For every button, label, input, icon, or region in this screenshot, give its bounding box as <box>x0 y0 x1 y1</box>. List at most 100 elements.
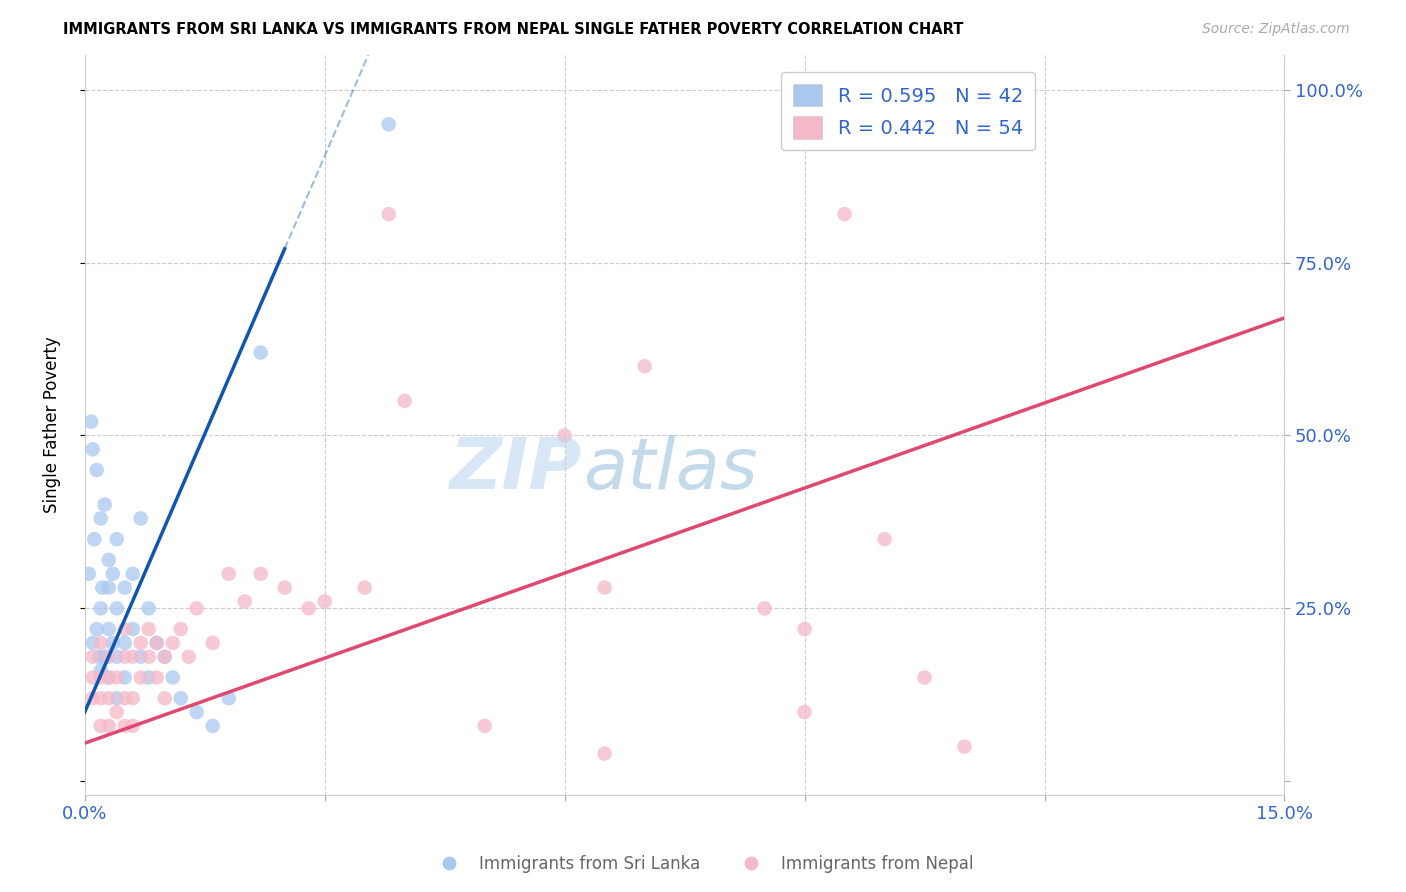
Point <box>186 601 208 615</box>
Point <box>153 649 176 664</box>
Point <box>554 428 576 442</box>
Point <box>105 601 128 615</box>
Point <box>97 581 120 595</box>
Y-axis label: Single Father Poverty: Single Father Poverty <box>44 336 60 514</box>
Point <box>953 739 976 754</box>
Point <box>114 622 136 636</box>
Point <box>298 601 321 615</box>
Point <box>90 719 112 733</box>
Point <box>101 636 124 650</box>
Point <box>914 671 936 685</box>
Point <box>82 636 104 650</box>
Point <box>201 636 224 650</box>
Point <box>474 719 496 733</box>
Point <box>121 566 143 581</box>
Point <box>186 705 208 719</box>
Point <box>201 719 224 733</box>
Point <box>249 345 271 359</box>
Point <box>114 671 136 685</box>
Point <box>177 649 200 664</box>
Point <box>834 207 856 221</box>
Point <box>82 649 104 664</box>
Point <box>793 705 815 719</box>
Point <box>129 671 152 685</box>
Point <box>218 566 240 581</box>
Point <box>105 705 128 719</box>
Point <box>314 594 336 608</box>
Point <box>138 671 160 685</box>
Point <box>249 566 271 581</box>
Point <box>377 117 399 131</box>
Legend: R = 0.595   N = 42, R = 0.442   N = 54: R = 0.595 N = 42, R = 0.442 N = 54 <box>782 72 1035 150</box>
Point <box>114 649 136 664</box>
Point <box>82 671 104 685</box>
Point <box>97 691 120 706</box>
Point <box>129 636 152 650</box>
Point <box>90 664 112 678</box>
Point <box>101 566 124 581</box>
Point <box>138 649 160 664</box>
Legend: Immigrants from Sri Lanka, Immigrants from Nepal: Immigrants from Sri Lanka, Immigrants fr… <box>426 848 980 880</box>
Point <box>129 649 152 664</box>
Point <box>145 636 167 650</box>
Point <box>170 691 193 706</box>
Point <box>82 442 104 457</box>
Point <box>170 622 193 636</box>
Point <box>138 622 160 636</box>
Point <box>114 691 136 706</box>
Point <box>77 566 100 581</box>
Point <box>377 207 399 221</box>
Point <box>90 601 112 615</box>
Point <box>90 511 112 525</box>
Point <box>80 415 103 429</box>
Point <box>97 649 120 664</box>
Text: Source: ZipAtlas.com: Source: ZipAtlas.com <box>1202 22 1350 37</box>
Point <box>129 511 152 525</box>
Point <box>105 671 128 685</box>
Point <box>593 581 616 595</box>
Point <box>97 671 120 685</box>
Point <box>633 359 655 374</box>
Point <box>114 636 136 650</box>
Point <box>873 532 896 546</box>
Point <box>86 463 108 477</box>
Point <box>105 691 128 706</box>
Point <box>97 553 120 567</box>
Point <box>89 649 111 664</box>
Point <box>145 636 167 650</box>
Point <box>97 719 120 733</box>
Point <box>97 622 120 636</box>
Point <box>218 691 240 706</box>
Text: ZIP: ZIP <box>450 435 582 504</box>
Point <box>105 532 128 546</box>
Point <box>114 581 136 595</box>
Point <box>121 691 143 706</box>
Point <box>114 719 136 733</box>
Point <box>145 671 167 685</box>
Point <box>153 649 176 664</box>
Point <box>754 601 776 615</box>
Point <box>162 636 184 650</box>
Point <box>90 636 112 650</box>
Point <box>593 747 616 761</box>
Point <box>353 581 375 595</box>
Point <box>121 649 143 664</box>
Point <box>90 671 112 685</box>
Point <box>97 671 120 685</box>
Point <box>233 594 256 608</box>
Point <box>793 622 815 636</box>
Point <box>105 649 128 664</box>
Point <box>86 622 108 636</box>
Point <box>162 671 184 685</box>
Point <box>93 498 115 512</box>
Point <box>90 691 112 706</box>
Text: atlas: atlas <box>582 435 758 504</box>
Point <box>138 601 160 615</box>
Point <box>121 719 143 733</box>
Point <box>273 581 295 595</box>
Point <box>93 649 115 664</box>
Text: IMMIGRANTS FROM SRI LANKA VS IMMIGRANTS FROM NEPAL SINGLE FATHER POVERTY CORRELA: IMMIGRANTS FROM SRI LANKA VS IMMIGRANTS … <box>63 22 963 37</box>
Point <box>91 581 114 595</box>
Point <box>121 622 143 636</box>
Point <box>153 691 176 706</box>
